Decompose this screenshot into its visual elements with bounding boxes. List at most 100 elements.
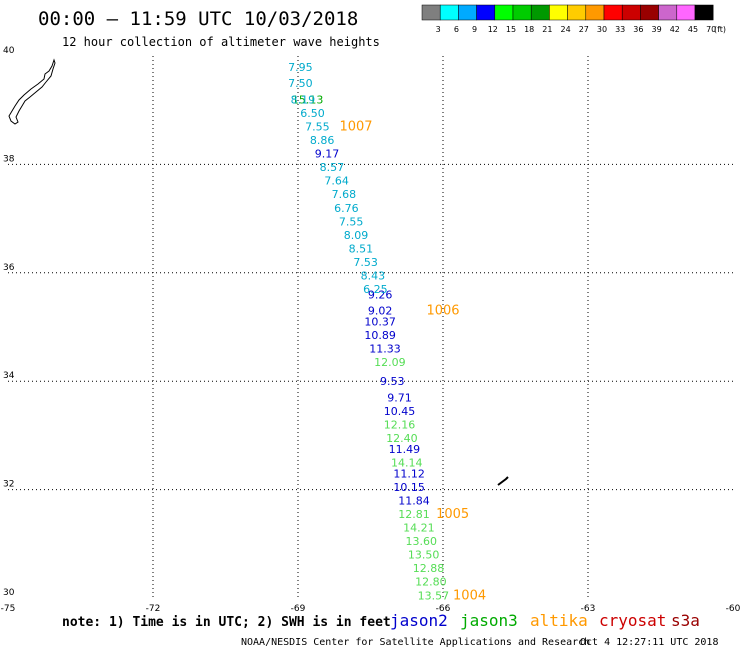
color-scale-swatch: [549, 4, 568, 21]
data-point-label: 7.55: [305, 120, 330, 133]
footer-note: note: 1) Time is in UTC; 2) SWH is in fe…: [62, 615, 391, 630]
y-tick-label: 32: [3, 480, 14, 490]
data-point-label: 1006: [426, 304, 459, 319]
data-point-label: 14.21: [403, 522, 435, 535]
data-point-label: 1005: [436, 507, 469, 522]
color-scale-swatch: [676, 4, 696, 21]
color-scale-label: 21: [542, 25, 552, 34]
data-point-label: 12.80: [415, 576, 447, 589]
x-tick-label: -75: [1, 604, 16, 614]
data-point-label: 13.57: [418, 589, 450, 602]
x-tick-label: -69: [291, 604, 306, 614]
data-point-label: 8.19: [291, 93, 316, 106]
color-scale-label: 36: [633, 25, 643, 34]
legend-item: altika: [530, 611, 588, 630]
data-point-label: 8.57: [320, 161, 345, 174]
y-tick-label: 30: [3, 588, 15, 598]
color-scale-bar: 3 6 9 12 15 18 21 24 27 30 33 36 39 42 45 70: [421, 4, 716, 34]
y-tick-label: 34: [3, 371, 15, 381]
footer-credit: NOAA/NESDIS Center for Satellite Applica…: [241, 637, 590, 648]
data-point-label: 12.81: [398, 508, 430, 521]
color-scale-label: 9: [472, 25, 477, 34]
data-point-label: 1004: [453, 588, 486, 603]
color-scale-label: 39: [652, 25, 662, 34]
data-point-label: 8.09: [344, 229, 369, 242]
color-scale-label: 45: [688, 25, 698, 34]
data-point-label: 9.17: [315, 148, 340, 161]
color-scale-label: 70: [706, 25, 716, 34]
data-point-label: 8.43: [361, 270, 386, 283]
data-point-label: 10.15: [393, 481, 425, 494]
data-point-label: 7.55: [339, 215, 364, 228]
data-point-label: 6.50: [300, 107, 325, 120]
legend-item: jason2: [390, 611, 448, 630]
data-point-label: 10.37: [364, 316, 396, 329]
color-scale-swatch: [530, 4, 550, 21]
color-scale-swatch: [640, 4, 659, 21]
data-point-label: 9.26: [368, 288, 393, 301]
data-point-label: 13.50: [408, 549, 440, 562]
data-point-label: 9.53: [380, 375, 405, 388]
data-point-label: 7.95: [288, 61, 313, 74]
x-tick-label: -63: [581, 604, 596, 614]
y-tick-label: 36: [3, 263, 15, 273]
y-tick-label: 38: [3, 154, 15, 164]
data-point-label: 8.86: [310, 134, 335, 147]
data-point-label: 9.02: [368, 305, 393, 318]
color-scale-label: 15: [506, 25, 516, 34]
footer-timestamp: Oct 4 12:27:11 UTC 2018: [580, 637, 718, 648]
chart-subtitle: 12 hour collection of altimeter wave hei…: [62, 35, 380, 49]
color-scale-label: 18: [524, 25, 534, 34]
data-point-label: 12.88: [413, 562, 445, 575]
data-point-label: 11.49: [389, 443, 421, 456]
color-scale-swatch: [621, 4, 641, 21]
chart-title: 00:00 – 11:59 UTC 10/03/2018: [38, 8, 358, 30]
data-point-label: 11.12: [393, 467, 425, 480]
data-point-label: 12.16: [384, 419, 416, 432]
color-scale-label: 3: [436, 25, 441, 34]
color-scale-swatch: [476, 4, 496, 21]
data-point-label: 9.71: [387, 391, 412, 404]
color-scale-swatch: [439, 4, 459, 21]
color-scale-swatch: [421, 4, 441, 21]
color-scale-swatch: [585, 4, 605, 21]
color-scale-swatch: [603, 4, 623, 21]
data-point-label: 7.68: [332, 188, 357, 201]
bermuda-island: [497, 476, 509, 486]
coastline: [8, 58, 56, 125]
data-point-label: 6.76: [334, 202, 359, 215]
data-point-label: 7.53: [353, 256, 378, 269]
color-scale-label: 42: [670, 25, 680, 34]
data-point-label: 8.51: [349, 242, 374, 255]
x-tick-label: -72: [146, 604, 161, 614]
color-scale-swatch: [567, 4, 587, 21]
satellite-legend: jason2 jason3 altika cryosat s3a: [390, 611, 700, 630]
data-point-label: 12.09: [374, 356, 406, 369]
y-tick-label: 40: [3, 46, 15, 56]
color-scale-label: 12: [488, 25, 498, 34]
legend-item: s3a: [671, 611, 700, 630]
legend-item: jason3: [460, 611, 518, 630]
data-point-label: 15.13: [292, 93, 324, 106]
color-scale-swatch: [658, 4, 678, 21]
data-point-label: 6.25: [363, 283, 388, 296]
x-tick-label: -60: [726, 604, 740, 614]
color-scale-swatch: [512, 4, 532, 21]
color-scale-unit: (ft): [714, 25, 726, 34]
data-point-label: 10.89: [364, 329, 396, 342]
data-point-label: 7.64: [324, 175, 349, 188]
color-scale-label: 33: [615, 25, 625, 34]
data-point-label: 11.33: [369, 343, 401, 356]
color-scale-swatch: [458, 4, 477, 21]
data-point-label: 11.84: [398, 494, 430, 507]
x-tick-label: -66: [436, 604, 451, 614]
color-scale-swatch: [694, 4, 714, 21]
data-point-label: 14.14: [391, 457, 423, 470]
color-scale-label: 6: [454, 25, 459, 34]
data-point-label: 10.45: [384, 405, 416, 418]
data-point-label: 1007: [339, 119, 372, 134]
data-point-label: 12.40: [386, 432, 418, 445]
map-grid: -75 -72 -69 -66 -63 -60 30 32 34 36 38 40: [1, 46, 740, 614]
color-scale-label: 24: [561, 25, 571, 34]
